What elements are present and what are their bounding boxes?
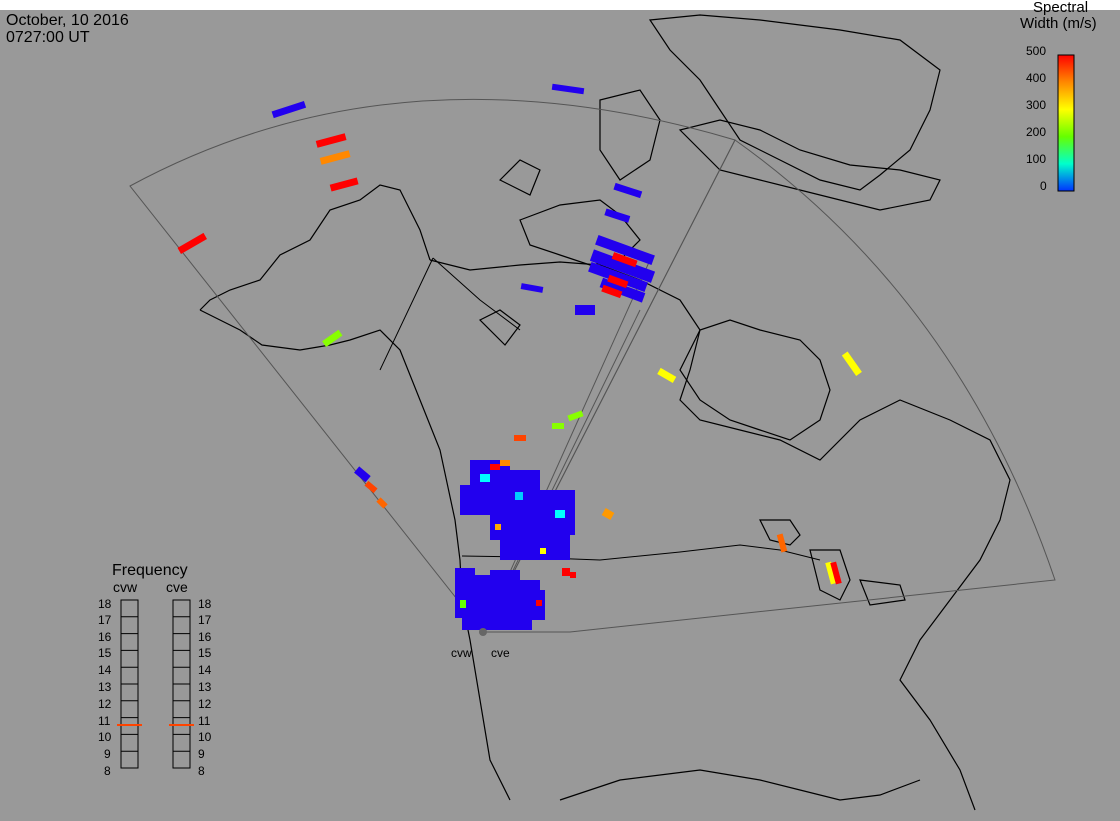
svg-text:17: 17 bbox=[198, 613, 212, 627]
frequency-radar-label-cve: cve bbox=[166, 579, 188, 595]
svg-text:18: 18 bbox=[198, 597, 212, 611]
colorbar-tick-label: 100 bbox=[1026, 152, 1046, 166]
svg-text:16: 16 bbox=[198, 630, 212, 644]
colorbar-title-line1: Spectral bbox=[1033, 0, 1088, 16]
radar-site-marker bbox=[479, 628, 487, 636]
hudson-bay bbox=[679, 319, 831, 441]
radar-site-label-cvw: cvw bbox=[451, 646, 472, 660]
alaska-coastline bbox=[199, 184, 511, 801]
great-lakes bbox=[759, 519, 906, 606]
cve-fov-outline bbox=[482, 139, 1056, 633]
scatter-data bbox=[177, 83, 862, 630]
svg-text:9: 9 bbox=[198, 747, 205, 761]
svg-text:12: 12 bbox=[98, 697, 112, 711]
arctic-islands bbox=[478, 89, 941, 346]
header-time: 0727:00 UT bbox=[6, 29, 90, 46]
svg-text:14: 14 bbox=[198, 663, 212, 677]
radar-fov bbox=[129, 98, 1056, 633]
svg-text:12: 12 bbox=[198, 697, 212, 711]
greenland bbox=[648, 14, 941, 191]
cvw-fov-outline bbox=[129, 98, 736, 633]
colorbar-gradient bbox=[1057, 54, 1075, 192]
frequency-radar-label-cvw: cvw bbox=[113, 579, 138, 595]
frequency-panel: Frequency cvw cve bbox=[98, 562, 212, 778]
svg-text:10: 10 bbox=[198, 730, 212, 744]
radar-sites: cvw cve bbox=[451, 628, 510, 660]
svg-text:9: 9 bbox=[104, 747, 111, 761]
svg-text:13: 13 bbox=[98, 680, 112, 694]
yukon-nwt-border bbox=[432, 257, 521, 331]
svg-text:15: 15 bbox=[198, 646, 212, 660]
alaska-canada-border bbox=[379, 257, 434, 371]
colorbar-tick-label: 400 bbox=[1026, 71, 1046, 85]
frequency-column-cvw bbox=[120, 599, 139, 769]
header-date: October, 10 2016 bbox=[6, 12, 129, 29]
svg-text:13: 13 bbox=[198, 680, 212, 694]
svg-text:18: 18 bbox=[98, 597, 112, 611]
scatter-blob-near-radar bbox=[455, 568, 545, 630]
svg-text:10: 10 bbox=[98, 730, 112, 744]
coastlines bbox=[199, 14, 1011, 811]
colorbar-tick-label: 0 bbox=[1040, 179, 1047, 193]
frequency-column-cve bbox=[172, 599, 191, 769]
svg-text:8: 8 bbox=[104, 764, 111, 778]
colorbar-tick-label: 300 bbox=[1026, 98, 1046, 112]
borders bbox=[379, 257, 821, 561]
colorbar-title-line2: Width (m/s) bbox=[1020, 15, 1097, 32]
svg-text:17: 17 bbox=[98, 613, 112, 627]
scatter-blob-arctic bbox=[575, 235, 656, 315]
top-margin bbox=[0, 0, 1120, 10]
svg-text:11: 11 bbox=[198, 714, 211, 728]
frequency-scale-right: 18 17 16 15 14 13 12 11 10 9 8 bbox=[198, 597, 212, 778]
svg-text:11: 11 bbox=[98, 714, 111, 728]
gulf-coast bbox=[559, 769, 921, 801]
svg-text:15: 15 bbox=[98, 646, 112, 660]
svg-text:16: 16 bbox=[98, 630, 112, 644]
radar-site-label-cve: cve bbox=[491, 646, 510, 660]
colorbar-tick-label: 500 bbox=[1026, 44, 1046, 58]
frequency-title: Frequency bbox=[112, 562, 188, 579]
colorbar-legend: Spectral Width (m/s) 500 400 300 200 100… bbox=[1020, 0, 1097, 193]
svg-text:8: 8 bbox=[198, 764, 205, 778]
frequency-scale-left: 18 17 16 15 14 13 12 11 10 9 8 bbox=[98, 597, 112, 778]
svg-text:14: 14 bbox=[98, 663, 112, 677]
colorbar-tick-label: 200 bbox=[1026, 125, 1046, 139]
